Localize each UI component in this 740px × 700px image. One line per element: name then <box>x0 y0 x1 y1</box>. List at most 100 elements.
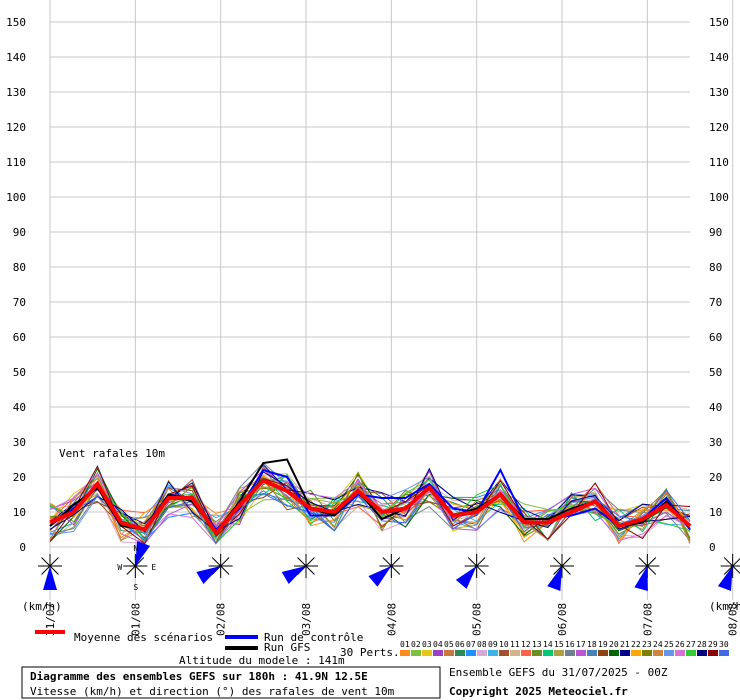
y-axis-left: 0 10 20 30 40 50 60 70 80 90 100 110 120 130 140 150 <box>6 16 26 554</box>
compass-ray <box>126 565 136 575</box>
compass-ray <box>476 557 486 567</box>
legend-label-gfs: Run GFS <box>264 641 310 654</box>
x-tick-label: 06/08 <box>556 603 569 636</box>
perturbation-id: 08 <box>477 640 487 649</box>
perturbation-id: 09 <box>488 640 498 649</box>
y-tick-label: 80 <box>709 261 722 274</box>
perturbation-swatch <box>576 650 586 656</box>
perturbation-swatch <box>455 650 465 656</box>
compass-ray <box>561 557 571 567</box>
y-tick-label: 10 <box>13 506 26 519</box>
legend-label-mean: Moyenne des scénarios <box>74 631 213 644</box>
perturbation-swatch <box>598 650 608 656</box>
y-tick-label: 110 <box>6 156 26 169</box>
wind-direction-arrow <box>717 566 733 591</box>
perturbation-legend: 01 02 03 04 05 06 07 08 09 10 11 12 13 14 15 16 17 18 19 20… <box>400 640 729 656</box>
compass-ray <box>467 557 478 567</box>
y-tick-label: 80 <box>13 261 26 274</box>
perturbation-swatch <box>620 650 630 656</box>
perturbation-id: 04 <box>433 640 443 649</box>
y-tick-label: 50 <box>709 366 722 379</box>
y-tick-label: 130 <box>6 86 26 99</box>
y-tick-label: 50 <box>13 366 26 379</box>
y-tick-label: 20 <box>709 471 722 484</box>
perturbation-id: 22 <box>631 640 641 649</box>
wind-direction-arrow <box>455 566 477 589</box>
y-tick-label: 0 <box>709 541 716 554</box>
perturbation-swatch <box>653 650 663 656</box>
perturbation-id: 02 <box>411 640 421 649</box>
perturbation-line <box>49 467 691 542</box>
perturbation-swatch <box>697 650 707 656</box>
perturbation-id: 14 <box>543 640 553 649</box>
perturbation-swatch <box>675 650 685 656</box>
perturbation-id: 10 <box>499 640 509 649</box>
y-tick-label: 60 <box>13 331 26 344</box>
perturbation-swatch <box>499 650 509 656</box>
y-tick-label: 70 <box>13 296 26 309</box>
chart-subtitle: Vitesse (km/h) et direction (°) des rafa… <box>30 685 395 698</box>
x-tick-label: 05/08 <box>471 603 484 636</box>
compass-ray <box>305 557 315 567</box>
x-tick-label: 08/08 <box>727 603 740 636</box>
perturbation-id: 17 <box>576 640 586 649</box>
perturbation-id: 15 <box>554 640 564 649</box>
x-tick-label: 31/07 <box>44 603 57 636</box>
y-tick-label: 140 <box>6 51 26 64</box>
title-box <box>21 666 441 699</box>
perturbation-id: 03 <box>422 640 432 649</box>
compass-letter: W <box>117 563 122 572</box>
compass-ray <box>220 565 230 575</box>
compass-ray <box>638 565 648 575</box>
perturbation-swatch <box>708 650 718 656</box>
wind-direction-row: N W E S <box>38 541 740 592</box>
perturbation-id: 11 <box>510 640 520 649</box>
y-tick-label: 120 <box>6 121 26 134</box>
wind-direction-arrow <box>196 566 221 585</box>
unit-label-left: (km/h) <box>22 600 62 613</box>
perturbation-swatch <box>488 650 498 656</box>
perturbation-swatch <box>609 650 619 656</box>
compass-ray <box>49 565 59 575</box>
main-lines <box>49 458 692 537</box>
x-axis-labels: 31/07 01/08 02/08 03/08 04/08 05/08 06/08 07/08… <box>44 603 740 636</box>
y-tick-label: 120 <box>709 121 729 134</box>
perturbation-id: 30 <box>719 640 729 649</box>
y-axis-right: 0 10 20 30 40 50 60 70 80 90 100 110 120 130 140 150 <box>709 16 729 554</box>
compass-ray <box>732 565 740 575</box>
perturbation-id: 13 <box>532 640 542 649</box>
compass-ray <box>646 565 657 575</box>
compass-ray <box>723 565 734 575</box>
direction-marker <box>38 554 62 590</box>
y-tick-label: 20 <box>13 471 26 484</box>
altitude-label: Altitude du modele : 141m <box>179 654 345 667</box>
compass-ray <box>646 557 657 567</box>
compass-ray <box>134 557 145 567</box>
x-tick-label: 01/08 <box>129 603 142 636</box>
direction-marker <box>368 554 404 587</box>
direction-marker <box>123 541 151 578</box>
legend: Moyenne des scénarios Run de contrôle Ru… <box>35 630 729 659</box>
perturbation-swatch <box>587 650 597 656</box>
perturbation-swatch <box>422 650 432 656</box>
y-tick-label: 100 <box>6 191 26 204</box>
copyright: Copyright 2025 Meteociel.fr <box>449 685 628 698</box>
compass-ray <box>126 557 136 567</box>
compass-ray <box>732 557 740 567</box>
y-tick-label: 40 <box>709 401 722 414</box>
perturbation-swatch <box>477 650 487 656</box>
direction-marker <box>455 554 489 589</box>
perturbation-id: 26 <box>675 640 685 649</box>
perturbation-swatch <box>510 650 520 656</box>
perturbation-line <box>49 472 691 545</box>
perturbation-id: 18 <box>587 640 597 649</box>
perturbation-id: 21 <box>620 640 630 649</box>
compass-ray <box>220 557 230 567</box>
compass-ray <box>49 557 59 567</box>
x-tick-label: 07/08 <box>641 603 654 636</box>
perturbation-swatch <box>664 650 674 656</box>
x-tick-label: 04/08 <box>385 603 398 636</box>
compass-ray <box>561 565 571 575</box>
wind-direction-arrow <box>43 566 57 590</box>
